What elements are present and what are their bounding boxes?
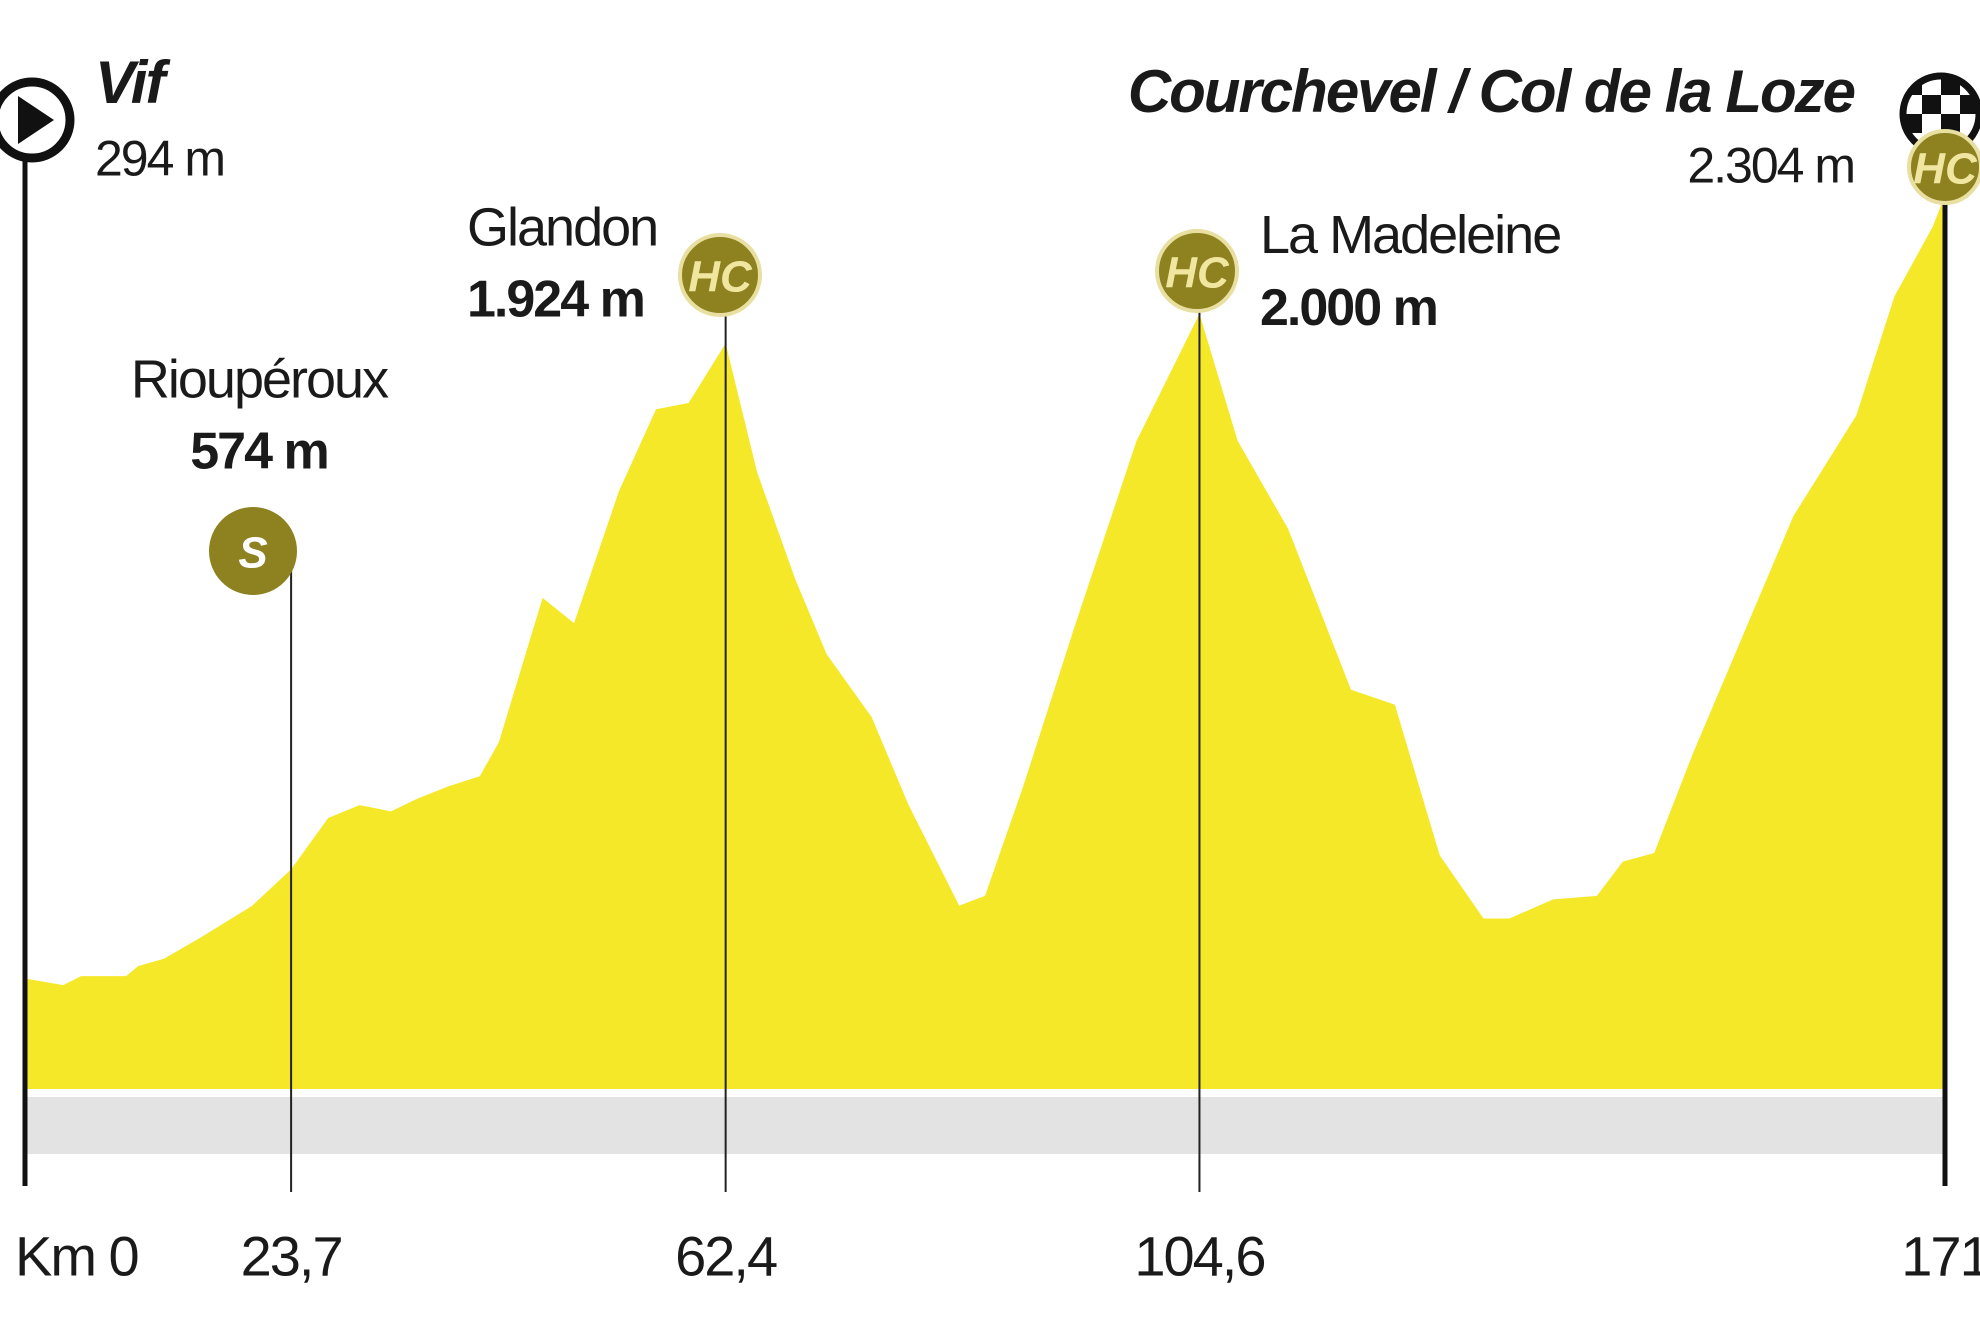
category-label: S [238,529,267,578]
x-tick-label: 104,6 [1134,1225,1264,1288]
x-tick-label: 62,4 [675,1225,777,1288]
finish-icon [1899,72,1980,156]
place-name: Glandon [467,197,657,257]
x-tick-label: 23,7 [241,1225,342,1288]
elevation-label: 294 m [95,130,224,186]
category-label: HC [688,253,753,302]
climb-annotation: La Madeleine 2.000 m HC [1155,205,1562,1192]
elevation-area [25,195,1945,1090]
place-name: Vif [95,49,170,116]
elevation-label: 2.304 m [1687,137,1854,193]
climb-annotation: Rioupéroux 574 m S [131,349,391,1192]
plot [25,195,1945,1090]
climb-annotation: Courchevel / Col de la Loze 2.304 m HC [1128,58,1980,205]
place-name: Courchevel / Col de la Loze [1128,58,1855,125]
start-icon [0,77,75,163]
category-label: HC [1913,145,1978,194]
climb-annotation: Vif 294 m [95,49,226,186]
category-badge [1155,229,1239,313]
place-name: Rioupéroux [131,349,389,409]
elevation-label: 1.924 m [467,270,644,328]
road-band [25,1097,1945,1154]
annotations: Km 0 23,7 62,4 104,6 171 Vif 294 m Rioupéroux 57… [15,49,1980,1288]
elevation-label: 574 m [190,422,327,480]
category-label: HC [1165,249,1230,298]
x-tick-label: Km 0 [15,1225,138,1288]
elevation-label: 2.000 m [1260,279,1437,337]
place-name: La Madeleine [1260,205,1560,265]
climb-annotation: Glandon 1.924 m HC [467,197,762,1192]
category-badge [1907,129,1980,205]
x-tick-label: 171 [1901,1225,1980,1288]
category-badge [678,233,762,317]
category-badge [209,507,297,595]
